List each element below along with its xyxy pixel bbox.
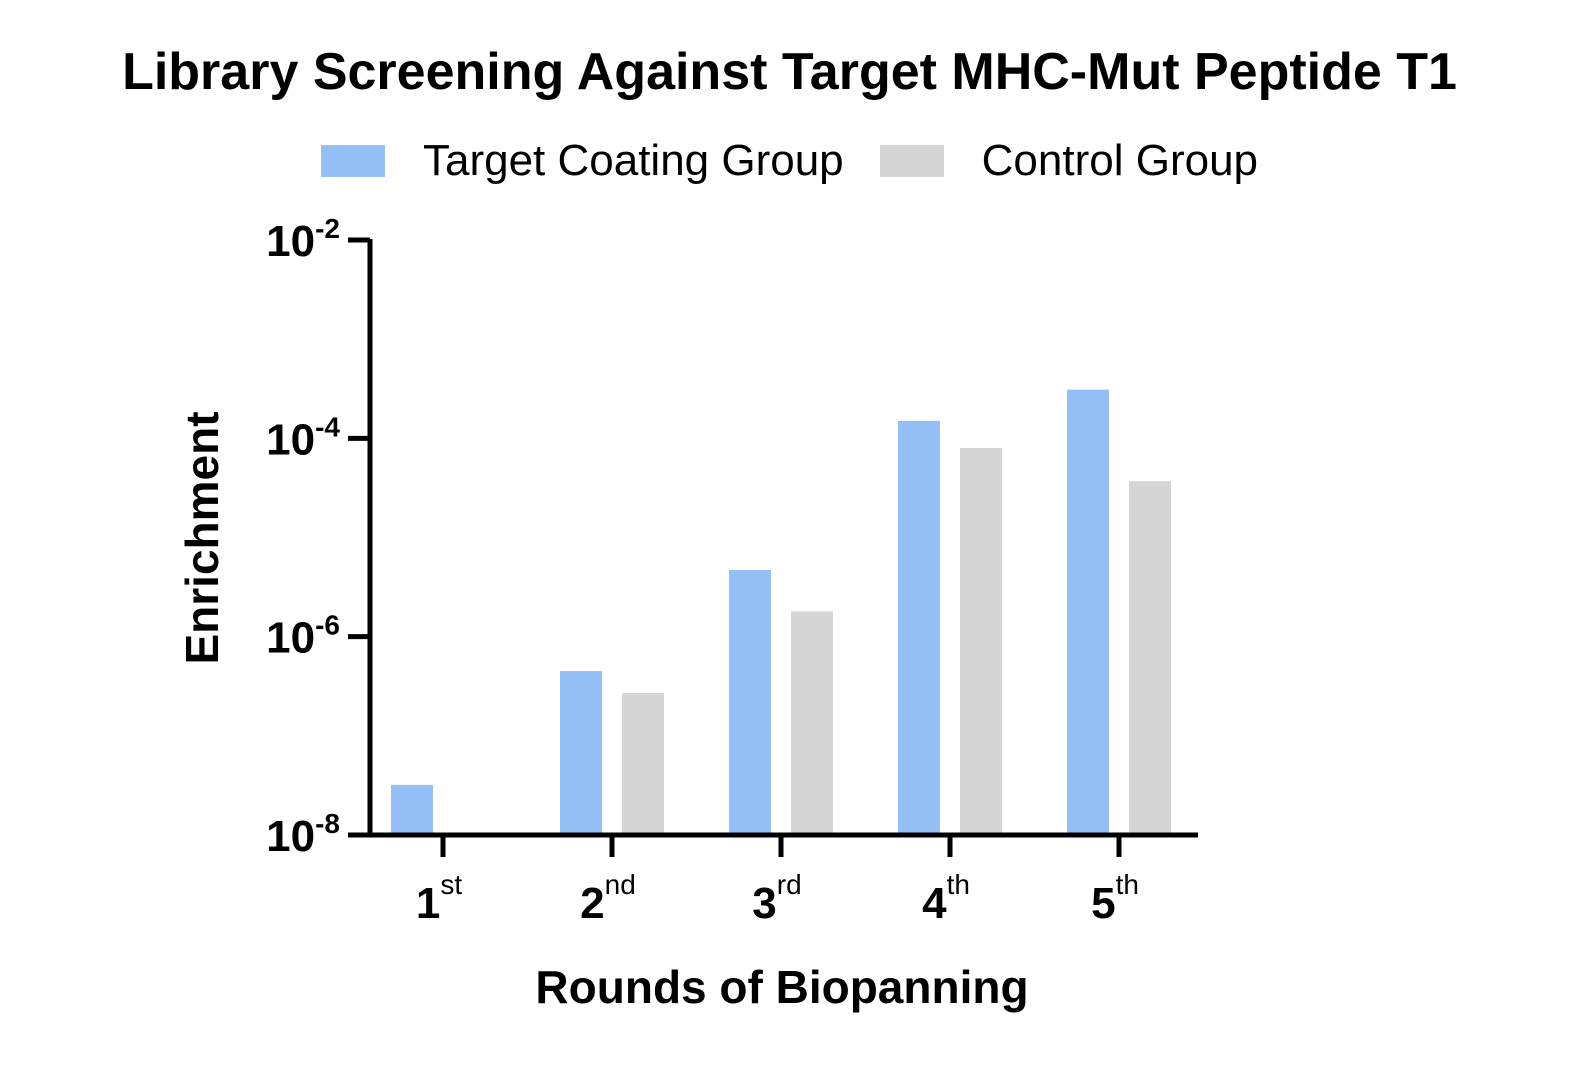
bar-target-round-4 <box>898 420 940 835</box>
bar-control-round-4 <box>960 447 1002 835</box>
y-axis-title: Enrichment <box>176 411 228 664</box>
x-axis-title: Rounds of Biopanning <box>535 961 1028 1013</box>
bar-target-round-3 <box>729 570 771 835</box>
y-tick-label: 10-6 <box>266 610 340 663</box>
legend: Target Coating Group Control Group <box>0 136 1579 186</box>
legend-item-control: Control Group <box>879 136 1259 186</box>
x-tick-label: 3rd <box>752 869 801 928</box>
chart-title: Library Screening Against Target MHC-Mut… <box>122 43 1457 101</box>
x-tick-label: 5th <box>1091 869 1139 928</box>
y-tick-label: 10-8 <box>266 808 340 861</box>
bar-control-round-5 <box>1129 481 1171 835</box>
bar-target-round-2 <box>560 671 602 835</box>
legend-label-control: Control Group <box>981 136 1259 185</box>
bars-layer <box>391 389 1171 835</box>
legend-swatch-control <box>879 145 944 177</box>
x-tick-label: 4th <box>922 869 970 928</box>
bar-target-round-5 <box>1067 389 1109 835</box>
bar-control-round-2 <box>622 693 664 835</box>
bar-target-round-1 <box>391 784 433 835</box>
bar-control-round-3 <box>791 611 833 835</box>
x-tick-label: 2nd <box>580 869 636 928</box>
axes-layer <box>348 237 1198 857</box>
y-tick-label: 10-2 <box>266 213 340 266</box>
legend-swatch-target <box>320 145 385 177</box>
y-tick-label: 10-4 <box>266 411 340 464</box>
legend-label-target: Target Coating Group <box>422 136 844 185</box>
x-tick-label: 1st <box>416 869 462 928</box>
labels-layer: 10-2 10-4 10-6 10-8 1st 2nd 3rd 4th 5th <box>266 213 1139 928</box>
legend-item-target: Target Coating Group <box>320 136 844 186</box>
